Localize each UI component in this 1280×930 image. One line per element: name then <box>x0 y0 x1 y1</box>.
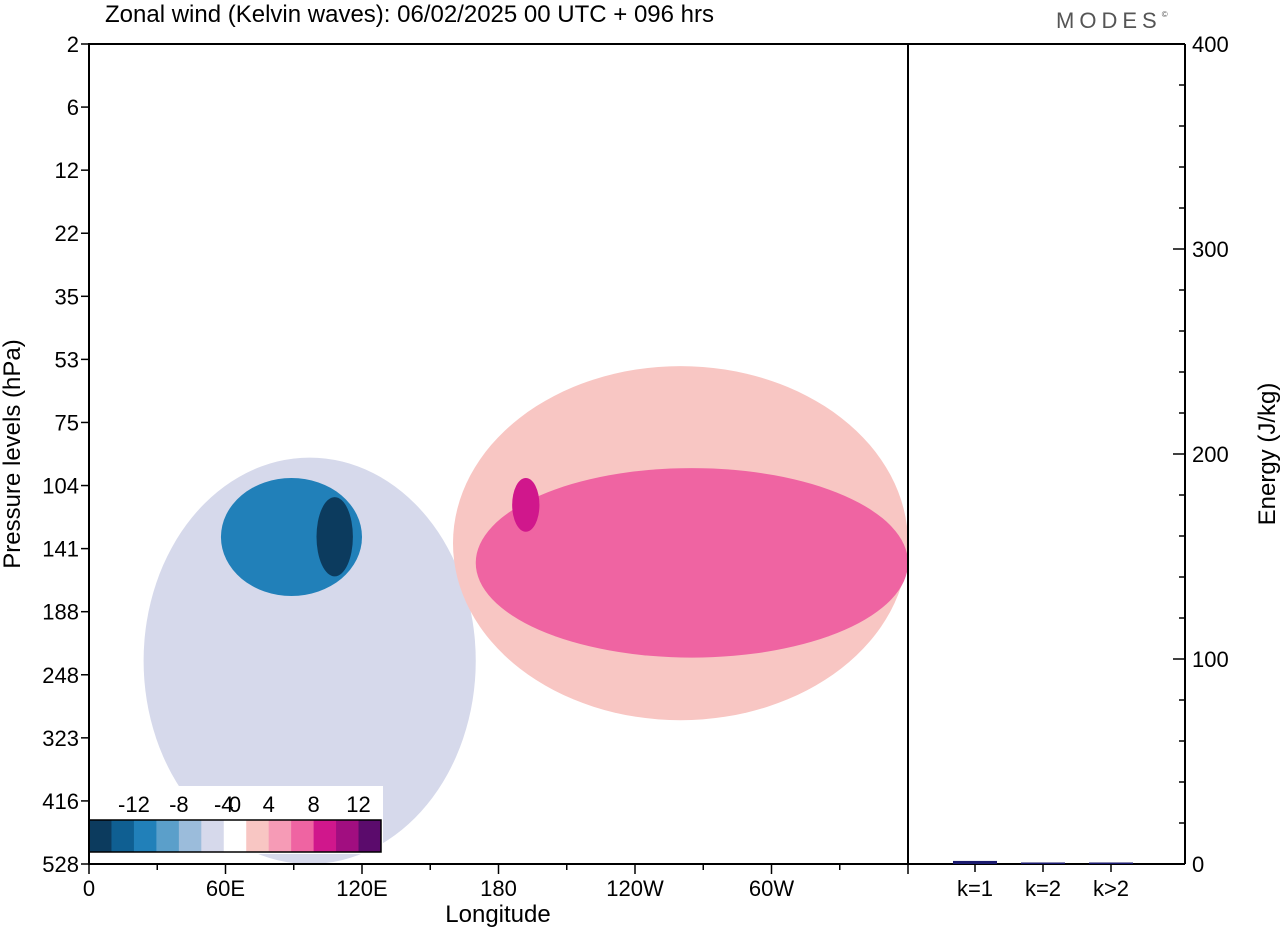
y-tick-label: 188 <box>42 600 79 625</box>
energy-category-label: k=1 <box>957 876 993 901</box>
modes-logo: MODES© <box>1056 8 1168 34</box>
energy-bar <box>953 860 997 864</box>
energy-bars: k=1 k=2 k>2 <box>953 860 1133 901</box>
contour-positive-6-2 <box>475 468 908 658</box>
y-axis-title: Pressure levels (hPa) <box>0 339 26 568</box>
colorbar: -12 -8 -40 4 8 12 <box>87 786 383 854</box>
energy-tick-label: 0 <box>1192 852 1204 877</box>
colorbar-segment <box>156 820 180 852</box>
y-tick-label: 12 <box>55 158 79 183</box>
colorbar-label: 8 <box>307 792 319 817</box>
energy-tick-label: 400 <box>1192 32 1229 57</box>
colorbar-segment <box>246 820 270 852</box>
y-tick-label: 248 <box>42 663 79 688</box>
energy-bar <box>1089 862 1133 864</box>
longitude-axis: 0 60E 120E 180 120W 60W <box>83 864 909 901</box>
x-tick-label: 120W <box>606 876 664 901</box>
energy-bar <box>1021 862 1065 864</box>
colorbar-segment <box>268 820 292 852</box>
energy-axis-title: Energy (J/kg) <box>1254 383 1280 526</box>
contour-positive-8-4 <box>512 477 540 532</box>
colorbar-segment <box>111 820 135 852</box>
colorbar-label: -4 <box>214 792 234 817</box>
energy-category-label: k>2 <box>1093 876 1129 901</box>
brand-name: MODES <box>1056 8 1162 33</box>
brand-mark: © <box>1161 10 1168 19</box>
chart-title: Zonal wind (Kelvin waves): 06/02/2025 00… <box>105 1 714 28</box>
x-tick-label: 0 <box>83 876 95 901</box>
contour-negative-14-5 <box>316 497 353 577</box>
colorbar-segment <box>223 820 247 852</box>
pressure-axis: 2 6 12 22 35 53 75 104 141 188 248 323 416 528 <box>42 32 89 877</box>
colorbar-label: -8 <box>169 792 189 817</box>
x-tick-label: 60E <box>206 876 245 901</box>
y-tick-label: 75 <box>55 410 79 435</box>
energy-tick-label: 300 <box>1192 237 1229 262</box>
colorbar-segment <box>133 820 157 852</box>
x-tick-label: 180 <box>480 876 517 901</box>
x-axis-title: Longitude <box>445 901 550 928</box>
colorbar-label: 4 <box>263 792 275 817</box>
energy-category-label: k=2 <box>1025 876 1061 901</box>
y-tick-label: 416 <box>42 789 79 814</box>
energy-tick-label: 100 <box>1192 647 1229 672</box>
wind-contours <box>143 366 908 864</box>
colorbar-segment <box>336 820 360 852</box>
y-tick-label: 53 <box>55 347 79 372</box>
colorbar-label: -12 <box>118 792 150 817</box>
y-tick-label: 104 <box>42 474 79 499</box>
colorbar-label: 0 <box>229 792 241 817</box>
x-tick-label: 60W <box>749 876 794 901</box>
colorbar-segment <box>358 820 382 852</box>
y-tick-label: 2 <box>67 32 79 57</box>
colorbar-label: 12 <box>346 792 370 817</box>
colorbar-segment <box>89 820 112 852</box>
y-tick-label: 141 <box>42 537 79 562</box>
colorbar-segment <box>201 820 225 852</box>
y-tick-label: 6 <box>67 95 79 120</box>
colorbar-segment <box>291 820 315 852</box>
y-tick-label: 323 <box>42 726 79 751</box>
y-tick-label: 22 <box>55 221 79 246</box>
x-tick-label: 120E <box>336 876 387 901</box>
colorbar-segment <box>178 820 202 852</box>
energy-ticks: 0 100 200 300 400 <box>1173 32 1229 877</box>
y-tick-label: 35 <box>55 284 79 309</box>
y-tick-label: 528 <box>42 852 79 877</box>
energy-tick-label: 200 <box>1192 442 1229 467</box>
energy-panel: 0 100 200 300 400 k=1 k=2 k>2 <box>908 32 1229 901</box>
colorbar-segment <box>313 820 337 852</box>
